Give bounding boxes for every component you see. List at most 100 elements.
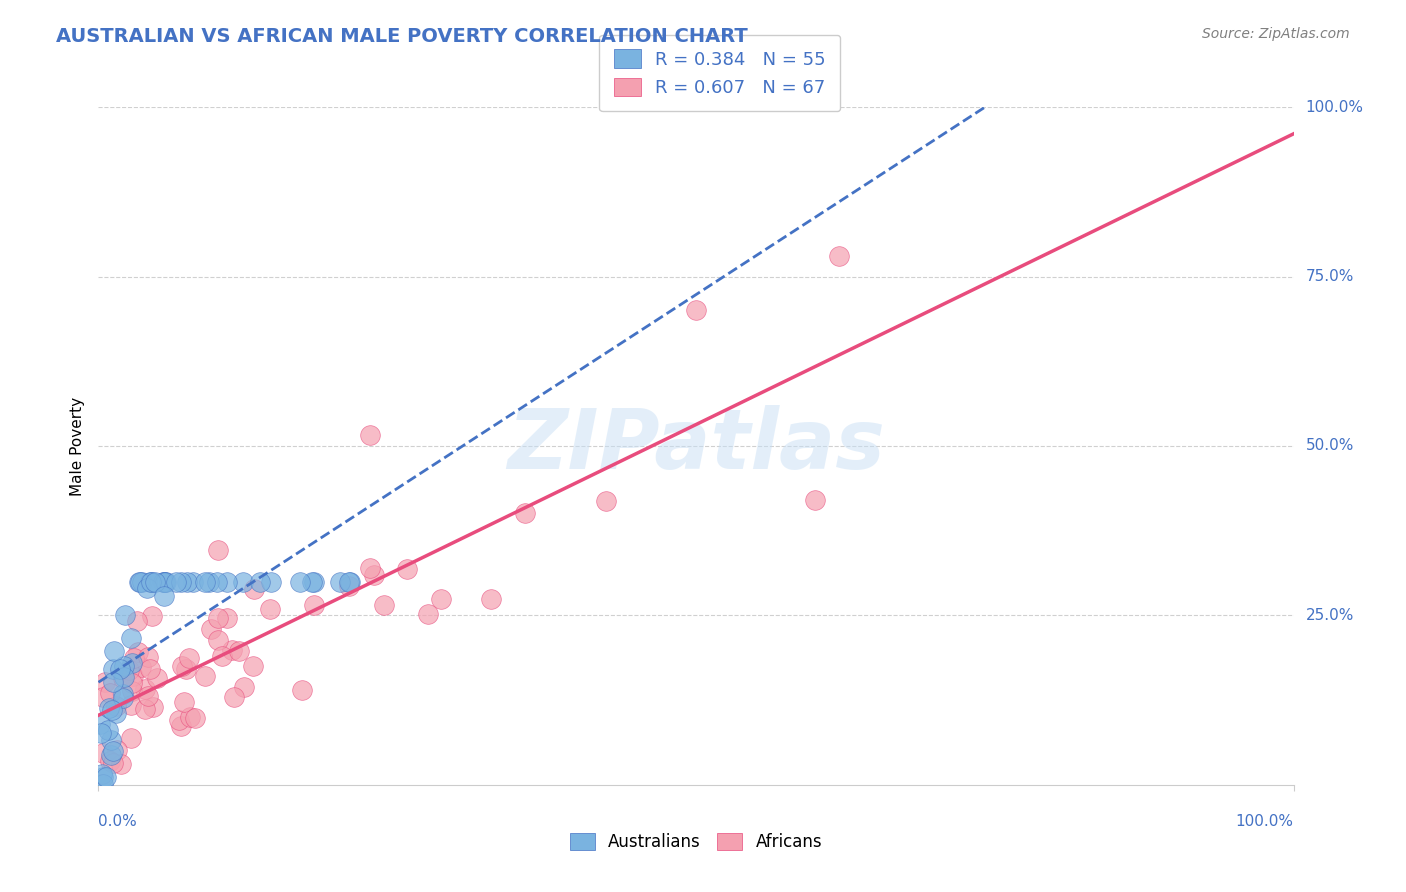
Text: 75.0%: 75.0% [1306,269,1354,284]
Point [101,744,124,758]
Point [205,574,228,589]
Text: 25.0%: 25.0% [1306,608,1354,623]
Point [143,574,166,589]
Point [131,574,153,589]
Point [211,649,233,664]
Point [112,686,135,700]
Point [101,675,124,690]
Point [337,579,360,593]
Point [217,611,239,625]
Point [152,589,174,603]
Point [98,685,121,699]
Point [141,574,163,589]
Point [804,493,827,508]
Point [120,631,142,645]
Point [179,709,201,723]
Point [100,733,122,747]
Point [197,574,219,589]
Point [173,695,195,709]
Point [177,651,200,665]
Point [98,754,121,768]
Point [828,249,851,263]
Point [155,574,177,589]
Point [136,650,159,665]
Point [288,574,311,589]
Point [181,574,204,589]
Point [120,698,142,712]
Point [153,574,176,589]
Point [242,658,264,673]
Point [122,669,145,683]
Point [121,657,143,671]
Text: 100.0%: 100.0% [1236,814,1294,829]
Point [302,598,325,612]
Point [129,660,152,674]
Point [122,650,145,665]
Point [121,676,143,690]
Point [359,427,381,442]
Point [152,574,174,589]
Text: Source: ZipAtlas.com: Source: ZipAtlas.com [1202,27,1350,41]
Point [259,574,281,589]
Point [114,659,136,673]
Point [101,662,124,676]
Point [207,543,229,558]
Point [290,683,312,698]
Point [155,574,177,589]
Point [108,662,131,676]
Point [120,731,142,745]
Point [136,581,159,595]
Point [243,582,266,596]
Point [165,574,187,589]
Point [101,756,124,770]
Point [363,567,385,582]
Text: 100.0%: 100.0% [1306,100,1364,114]
Text: AUSTRALIAN VS AFRICAN MALE POVERTY CORRELATION CHART: AUSTRALIAN VS AFRICAN MALE POVERTY CORRE… [56,27,748,45]
Text: 50.0%: 50.0% [1306,439,1354,453]
Point [136,689,159,703]
Point [90,726,112,740]
Point [139,574,162,589]
Point [170,658,193,673]
Point [127,645,149,659]
Point [215,574,238,589]
Point [91,770,114,784]
Point [194,574,217,589]
Point [129,574,152,589]
Point [127,614,149,628]
Point [429,592,451,607]
Point [329,574,352,589]
Point [153,574,176,589]
Point [339,574,361,589]
Point [170,574,193,589]
Point [114,670,136,684]
Point [194,669,217,683]
Point [110,756,132,771]
Point [304,574,326,589]
Point [112,671,135,685]
Point [89,777,111,791]
Point [396,562,419,576]
Point [112,690,135,705]
Point [207,611,229,625]
Point [337,574,360,589]
Point [93,690,115,705]
Point [146,671,169,685]
Point [118,663,141,677]
Point [114,607,136,622]
Point [91,746,114,760]
Point [222,690,245,705]
Point [595,494,617,508]
Point [134,702,156,716]
Point [685,303,707,318]
Y-axis label: Male Poverty: Male Poverty [69,396,84,496]
Point [232,574,254,589]
Point [104,706,127,721]
Point [94,770,117,784]
Point [105,698,128,713]
Point [373,599,395,613]
Text: 0.0%: 0.0% [98,814,138,829]
Point [167,713,190,727]
Text: ZIPatlas: ZIPatlas [508,406,884,486]
Point [105,743,128,757]
